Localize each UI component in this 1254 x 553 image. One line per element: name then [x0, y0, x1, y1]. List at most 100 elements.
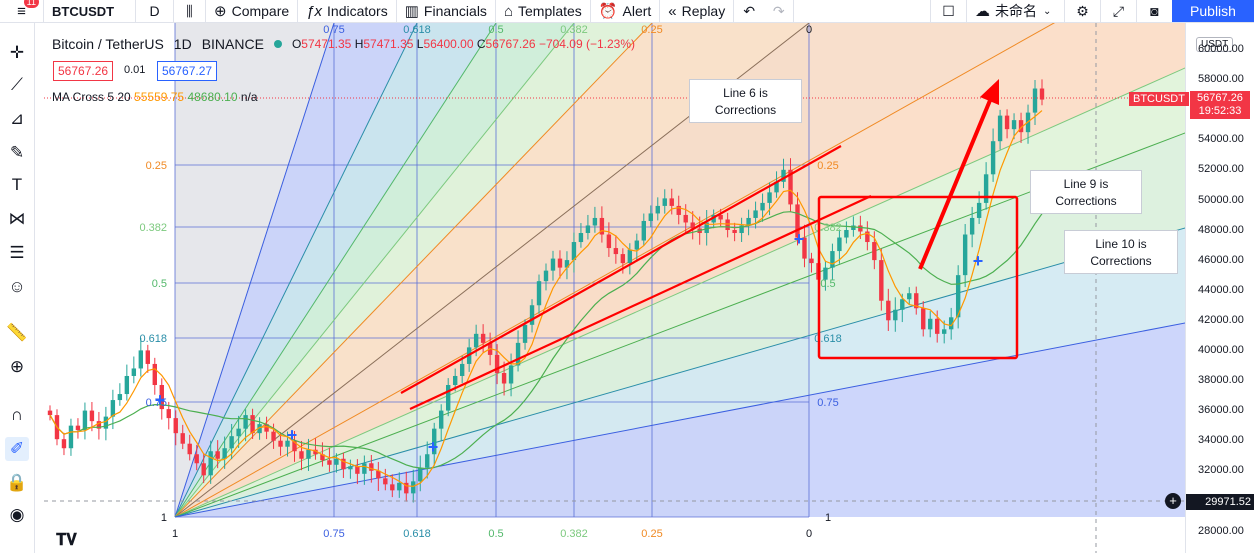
ma-label: MA Cross 5 20	[52, 90, 131, 104]
replay-button[interactable]: « Replay	[660, 0, 735, 22]
layout-button[interactable]: ☐	[930, 0, 966, 22]
hide-tool[interactable]: ◉	[5, 503, 29, 527]
candle-body	[676, 205, 681, 215]
arrow-head	[980, 79, 999, 105]
fib-level-label: 0.75	[817, 397, 838, 409]
chart-pane[interactable]: 0.25 0.382 0.5 0.618 0.75 1 1 0.75 0.618 0.5 0.382…	[44, 23, 1185, 553]
bar-chart-icon: ▥	[404, 3, 419, 20]
symbol-price-tag: BTCUSDT	[1129, 92, 1189, 106]
candle-body	[879, 260, 884, 301]
icons-tool[interactable]: ☺	[5, 275, 29, 299]
candle-body	[117, 394, 123, 401]
alert-button[interactable]: ⏰ Alert	[591, 0, 661, 22]
candle-body	[990, 141, 996, 175]
candle-body	[75, 425, 81, 431]
candle-body	[941, 329, 947, 334]
candle-body	[648, 213, 653, 221]
candle-body	[662, 198, 667, 206]
candle-body	[718, 214, 723, 220]
candle-body	[187, 443, 192, 455]
alarm-icon: ⏰	[598, 3, 618, 20]
trendline-1[interactable]	[400, 145, 842, 394]
candle-body	[823, 267, 828, 280]
undo-icon: ↶	[743, 2, 756, 19]
trendline-tool[interactable]: ⟋	[5, 73, 29, 97]
chart-type-button[interactable]: ⫼	[174, 0, 206, 22]
crosshair-price-label: 29971.52	[1186, 494, 1254, 510]
lock-tool[interactable]: 🔒	[5, 471, 29, 495]
candle-body	[830, 251, 835, 268]
stay-drawing-tool[interactable]: ✐	[5, 437, 29, 461]
prediction-tool[interactable]: ☰	[5, 241, 29, 265]
financials-button[interactable]: ▥ Financials	[397, 0, 496, 22]
candle-body	[152, 363, 157, 386]
fib-tool[interactable]: ⊿	[5, 107, 29, 131]
buy-price-box[interactable]: 56767.27	[157, 61, 218, 81]
candle-body	[285, 440, 290, 447]
save-layout-button[interactable]: ☁ 未命名 ⌄	[966, 0, 1064, 22]
fib-level-label: 0	[806, 24, 812, 36]
menu-button[interactable]: ≡ 11	[0, 0, 44, 22]
candle-body	[411, 481, 416, 494]
candle-body	[550, 258, 556, 271]
price-scale[interactable]: USDT 60000.0058000.0056000.0054000.00520…	[1185, 23, 1254, 553]
arrow-shaft[interactable]	[918, 97, 993, 270]
candle-body	[578, 233, 584, 243]
note-line10[interactable]: Line 10 is Corrections	[1064, 230, 1178, 274]
tradingview-icon: ≡	[17, 2, 26, 20]
sell-price-box[interactable]: 56767.26	[53, 61, 114, 81]
pattern-tool[interactable]: ⋈	[5, 207, 29, 231]
candle-body	[753, 210, 758, 218]
candle-body	[222, 448, 227, 459]
trendline-2[interactable]	[409, 195, 872, 410]
candle-body	[68, 425, 74, 449]
measure-tool[interactable]: 📏	[5, 321, 29, 345]
trendline-icon: ⟋	[11, 75, 23, 94]
candle-body	[173, 418, 178, 434]
fib-level-label: 0.75	[323, 528, 344, 540]
highlight-rectangle[interactable]	[817, 195, 1019, 360]
undo-button[interactable]: ↶	[734, 0, 764, 22]
candle-body	[390, 484, 395, 491]
fullscreen-button[interactable]: ⤢	[1100, 0, 1136, 22]
crosshair-tool[interactable]: ✛	[5, 41, 29, 65]
snapshot-button[interactable]: ◙	[1136, 0, 1172, 22]
note-line9[interactable]: Line 9 is Corrections	[1030, 170, 1142, 214]
candle-body	[809, 258, 814, 264]
candle-body	[599, 217, 605, 235]
indicators-button[interactable]: ƒx Indicators	[298, 0, 397, 22]
candle-body	[348, 466, 353, 470]
settings-button[interactable]: ⚙	[1064, 0, 1100, 22]
templates-button[interactable]: ⌂ Templates	[496, 0, 591, 22]
ma-cross-legend[interactable]: MA Cross 5 20 55559.75 48680.10 n/a	[52, 90, 258, 104]
text-tool[interactable]: T	[5, 173, 29, 197]
candle-body	[739, 225, 744, 234]
legend-interval: 1D	[173, 36, 192, 52]
candle-body	[683, 214, 688, 223]
brush-tool[interactable]: ✎	[5, 141, 29, 165]
top-toolbar: ≡ 11 BTCUSDT D ⫼ ⊕ Compare ƒx Indicators…	[0, 0, 1254, 23]
magnet-tool[interactable]: ∩	[5, 403, 29, 427]
candle-body	[627, 249, 633, 264]
lock-icon: 🔒	[6, 473, 28, 492]
candle-body	[725, 219, 730, 230]
interval-button[interactable]: D	[136, 0, 174, 22]
redo-button[interactable]: ↷	[764, 0, 795, 22]
candle-body	[334, 458, 339, 465]
candle-body	[243, 415, 248, 429]
price-tick: 32000.00	[1198, 464, 1244, 477]
currency-label[interactable]: USDT	[1196, 37, 1234, 52]
zoom-tool[interactable]: ⊕	[5, 355, 29, 379]
compare-button[interactable]: ⊕ Compare	[206, 0, 299, 22]
fullscreen-icon: ⤢	[1112, 2, 1125, 19]
candle-body	[795, 204, 800, 238]
add-alert-plus-icon[interactable]: +	[1165, 493, 1181, 509]
symbol-title[interactable]: Bitcoin / TetherUS	[52, 36, 164, 52]
symbol-search-button[interactable]: BTCUSDT	[44, 0, 136, 22]
publish-button[interactable]: Publish	[1172, 0, 1254, 22]
note-line6[interactable]: Line 6 is Corrections	[689, 79, 802, 123]
ma-cross-marker: +	[794, 229, 805, 249]
replay-label: Replay	[681, 3, 726, 19]
candle-body	[432, 428, 437, 455]
